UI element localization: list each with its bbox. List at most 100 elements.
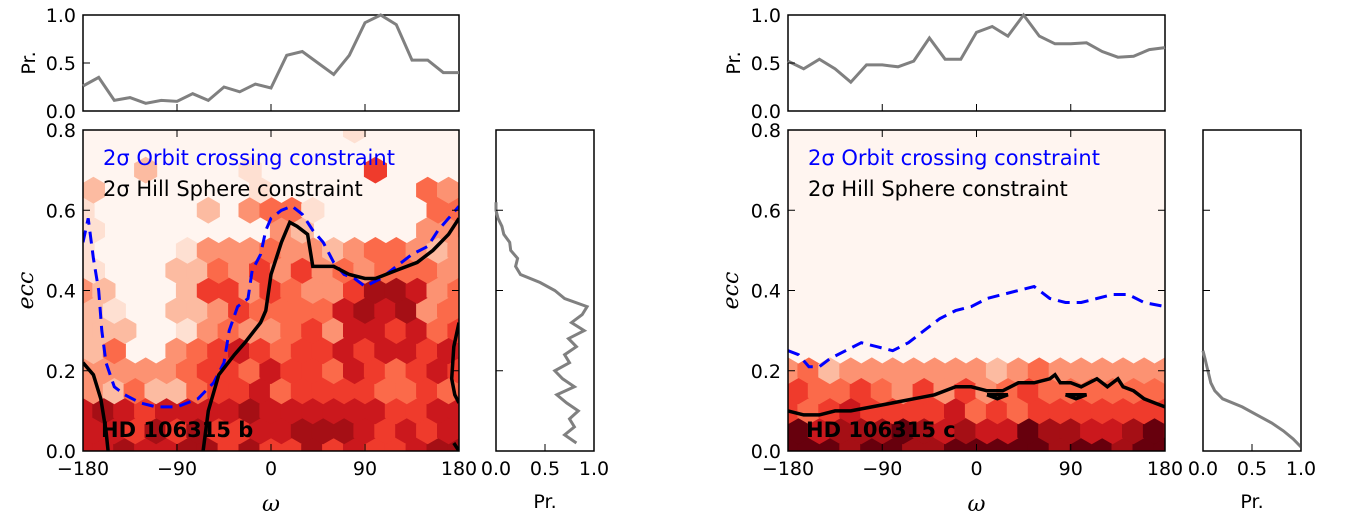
y-axis-label: ecc bbox=[14, 272, 39, 310]
hexbin-cell bbox=[311, 377, 335, 405]
y-tick-label: 0.4 bbox=[751, 281, 781, 303]
hexbin-cell bbox=[1111, 397, 1135, 425]
hexbin-cell bbox=[134, 357, 158, 385]
hexbin-cell bbox=[259, 277, 283, 304]
hexbin-cell bbox=[1163, 383, 1165, 399]
hexbin-cell bbox=[788, 437, 800, 451]
hexbin-cell bbox=[902, 357, 926, 385]
hexbin-cell bbox=[1174, 357, 1197, 384]
top-marginal-line bbox=[787, 12, 1166, 85]
right-x-tick-label: 1.0 bbox=[1286, 458, 1316, 480]
hexbin-cell bbox=[238, 196, 262, 224]
hexbin-cell bbox=[849, 377, 873, 405]
top-y-tick-label: 0.5 bbox=[46, 53, 76, 75]
hexbin-cell bbox=[343, 397, 367, 425]
hexbin-cell bbox=[290, 417, 314, 445]
hexbin-cell bbox=[51, 398, 74, 425]
hexbin-cell bbox=[175, 237, 199, 264]
y-axis-label: ecc bbox=[719, 272, 744, 310]
hexbin-cell bbox=[311, 257, 335, 284]
hexbin-cell bbox=[1027, 397, 1051, 425]
right-marginal-frame bbox=[495, 129, 595, 452]
hexbin-cell bbox=[92, 317, 116, 344]
hexbin-cell bbox=[123, 417, 147, 445]
hexbin-cell bbox=[249, 377, 273, 405]
hexbin-cell bbox=[363, 317, 387, 344]
hexbin-cell bbox=[384, 277, 408, 304]
hexbin-cell bbox=[363, 397, 387, 425]
x-tick-label: 180 bbox=[441, 458, 477, 480]
hexbin-cell bbox=[797, 357, 821, 385]
hexbin-cell bbox=[437, 176, 459, 204]
hexbin-cell bbox=[1038, 377, 1062, 405]
hexbin-cell bbox=[788, 377, 811, 405]
hexbin-cell bbox=[51, 237, 74, 264]
hexbin-cell bbox=[322, 397, 346, 425]
hexbin-cell bbox=[426, 277, 450, 304]
hexbin-cell bbox=[249, 337, 273, 365]
hill-sphere-contour bbox=[201, 217, 459, 451]
hexbin-cell bbox=[102, 417, 126, 445]
hexbin-cell bbox=[1122, 417, 1146, 445]
hexbin-cell bbox=[384, 317, 408, 344]
hexbin-cell bbox=[332, 377, 356, 405]
hexbin-cell bbox=[92, 357, 116, 385]
y-tick-label: 0.8 bbox=[751, 120, 781, 142]
hexbin-cell bbox=[912, 417, 936, 445]
hexbin-cell bbox=[468, 317, 491, 344]
hexbin-cell bbox=[207, 337, 231, 365]
hexbin-layer bbox=[51, 130, 491, 451]
hexbin-cell bbox=[102, 377, 126, 405]
x-tick-label: 90 bbox=[1059, 458, 1083, 480]
hexbin-cell bbox=[457, 383, 459, 399]
hexbin-cell bbox=[468, 277, 491, 304]
hexbin-cell bbox=[280, 357, 304, 385]
hexbin-cell bbox=[322, 237, 346, 264]
hexbin-cell bbox=[144, 417, 168, 445]
hexbin-cell bbox=[175, 277, 199, 304]
top-y-tick-label: 0.5 bbox=[751, 53, 781, 75]
hexbin-cell bbox=[807, 417, 831, 445]
hexbin-cell bbox=[175, 357, 199, 385]
x-tick-label: −180 bbox=[57, 458, 109, 480]
right-marginal-xlabel: Pr. bbox=[1240, 491, 1263, 513]
hexbin-cell bbox=[457, 343, 459, 359]
hexbin-cell bbox=[165, 417, 189, 445]
hexbin-cell bbox=[985, 357, 1009, 385]
x-axis-label: ω bbox=[262, 492, 280, 517]
hexbin-cell bbox=[923, 357, 947, 385]
hexbin-cell bbox=[259, 357, 283, 385]
hexbin-cell bbox=[797, 397, 821, 425]
hexbin-cell bbox=[437, 417, 459, 445]
hexbin-cell bbox=[426, 237, 450, 264]
hexbin-cell bbox=[902, 397, 926, 425]
hexbin-cell bbox=[269, 297, 293, 324]
planet-label: HD 106315 b bbox=[101, 418, 253, 442]
hexbin-cell bbox=[457, 423, 459, 439]
hexbin-cell bbox=[384, 237, 408, 264]
hexbin-cell bbox=[269, 337, 293, 365]
y-tick-label: 0.0 bbox=[751, 441, 781, 463]
hexbin-cell bbox=[395, 337, 419, 365]
hexbin-cell bbox=[416, 297, 440, 324]
hexbin-cell bbox=[870, 417, 894, 445]
hexbin-cell bbox=[311, 417, 335, 445]
hexbin-cell bbox=[83, 176, 105, 204]
hexbin-cell bbox=[280, 196, 304, 224]
hexbin-cell bbox=[155, 357, 179, 385]
right-x-tick-label: 0.0 bbox=[1188, 458, 1218, 480]
hexbin-cell bbox=[51, 317, 74, 344]
hexbin-cell bbox=[113, 317, 137, 344]
hexbin-cell bbox=[374, 417, 398, 445]
x-tick-label: −90 bbox=[862, 458, 902, 480]
legend-orbit-crossing: 2σ Orbit crossing constraint bbox=[103, 146, 395, 170]
hexbin-cell bbox=[238, 237, 262, 264]
hexbin-cell bbox=[1132, 357, 1156, 385]
hexbin-cell bbox=[175, 317, 199, 344]
hexbin-cell bbox=[228, 297, 252, 324]
hexbin-cell bbox=[207, 297, 231, 324]
hexbin-cell bbox=[374, 377, 398, 405]
hexbin-cell bbox=[426, 357, 450, 385]
hexbin-cell bbox=[343, 130, 367, 144]
hill-sphere-contour bbox=[449, 322, 459, 404]
